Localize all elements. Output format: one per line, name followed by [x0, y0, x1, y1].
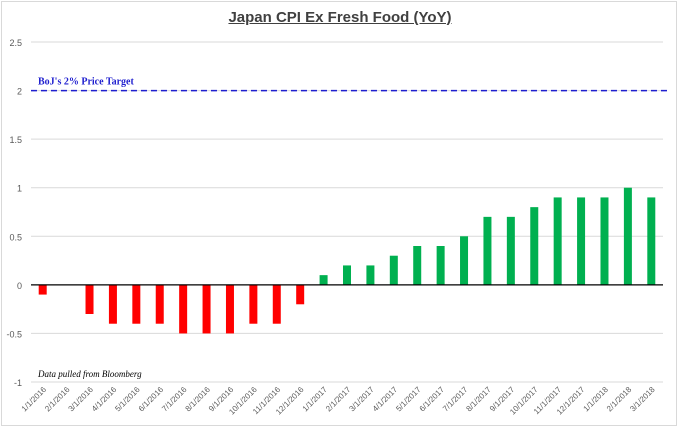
bar [249, 284, 258, 324]
y-tick-label: 0.5 [9, 232, 22, 242]
bar [272, 284, 281, 324]
bar [483, 216, 492, 285]
bar [436, 246, 445, 285]
bar [85, 284, 94, 314]
bar [623, 187, 632, 285]
bar [577, 197, 586, 285]
bar [225, 284, 234, 334]
target-line-label: BoJ's 2% Price Target [38, 77, 134, 88]
bar [553, 197, 562, 285]
chart-title: Japan CPI Ex Fresh Food (YoY) [228, 9, 452, 26]
y-tick-label: -1 [14, 378, 22, 388]
y-tick-label: 1.5 [9, 135, 22, 145]
bar [460, 236, 469, 285]
bar [38, 284, 47, 295]
y-tick-label: 2 [17, 87, 22, 97]
bar [179, 284, 188, 334]
y-tick-label: 1 [17, 184, 22, 194]
y-tick-label: -0.5 [6, 329, 22, 339]
y-tick-label: 0 [17, 281, 22, 291]
y-axis-ticks: -1 -0.5 0 0.5 1 1.5 2 2.5 [6, 38, 22, 388]
bar [647, 197, 656, 285]
bar [343, 265, 351, 285]
bar [530, 207, 539, 285]
bar [366, 265, 375, 285]
gridlines [31, 41, 663, 383]
bar [600, 197, 609, 285]
bar [506, 216, 515, 285]
source-annotation: Data pulled from Bloomberg [37, 369, 142, 379]
bar [132, 284, 141, 324]
bar [202, 284, 211, 334]
x-tick-label: 3/1/2018 [628, 385, 657, 414]
bar [319, 275, 328, 285]
bar [108, 284, 117, 324]
x-axis-ticks: 1/1/20162/1/20163/1/20164/1/20165/1/2016… [20, 385, 657, 417]
bar [413, 246, 422, 285]
bar [155, 284, 164, 324]
bar [296, 284, 305, 305]
bars [38, 187, 656, 334]
y-tick-label: 2.5 [9, 38, 22, 48]
bar [389, 255, 398, 285]
